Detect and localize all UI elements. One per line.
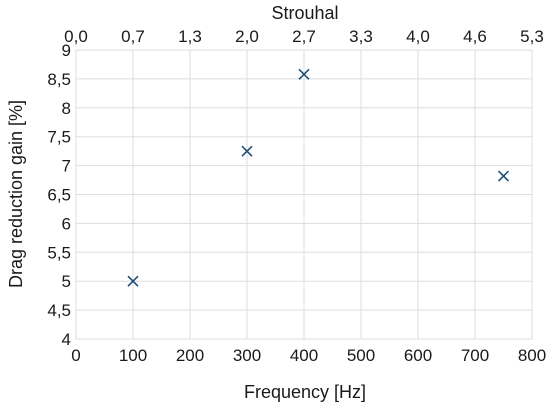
y-tick-label: 5,5: [47, 243, 71, 262]
y-tick-label: 5: [62, 272, 71, 291]
plot-frame: [75, 49, 533, 340]
top-axis-title: Strouhal: [271, 3, 338, 23]
y-tick-label: 6: [62, 214, 71, 233]
y-tick-label: 8,5: [47, 70, 71, 89]
top-tick-label: 5,3: [520, 27, 544, 46]
data-point-marker: [497, 170, 510, 182]
data-point-marker: [298, 68, 310, 80]
x-tick-label: 0: [71, 346, 80, 365]
grid: [75, 49, 533, 340]
top-tick-label: 1,3: [178, 27, 202, 46]
top-tick-label: 3,3: [349, 27, 373, 46]
x-tick-label: 700: [461, 346, 489, 365]
top-tick-label: 2,0: [235, 27, 259, 46]
x-tick-label: 200: [176, 346, 204, 365]
x-tick-label: 100: [119, 346, 147, 365]
x-tick-label: 800: [518, 346, 546, 365]
y-tick-label: 4: [62, 330, 71, 349]
top-tick-label: 4,0: [406, 27, 430, 46]
top-tick-label: 2,7: [292, 27, 316, 46]
x-tick-label: 400: [290, 346, 318, 365]
top-tick-label: 4,6: [463, 27, 487, 46]
y-tick-label: 4,5: [47, 301, 71, 320]
y-tick-label: 9: [62, 41, 71, 60]
marker-stroke: [298, 68, 310, 80]
x-axis-title: Frequency [Hz]: [244, 382, 366, 402]
y-tick-label: 8: [62, 99, 71, 118]
data-point-marker: [241, 145, 253, 157]
y-axis-title: Drag reduction gain [%]: [6, 100, 26, 288]
top-tick-label: 0,7: [121, 27, 145, 46]
y-axis-ticks: 4 4,5 5 5,5 6 6,5 7 7,5 8 8,5 9: [47, 41, 71, 349]
x-tick-label: 600: [404, 346, 432, 365]
y-tick-label: 6,5: [47, 186, 71, 205]
x-tick-label: 300: [233, 346, 261, 365]
y-tick-label: 7: [62, 157, 71, 176]
top-axis-ticks: 0,0 0,7 1,3 2,0 2,7 3,3 4,0 4,6 5,3: [64, 27, 544, 46]
data-points: [127, 68, 510, 287]
marker-stroke: [241, 145, 253, 157]
data-point-marker: [127, 275, 139, 287]
y-tick-label: 7,5: [47, 128, 71, 147]
x-axis-ticks: 0 100 200 300 400 500 600 700 800: [71, 346, 546, 365]
marker-stroke: [497, 170, 510, 182]
top-tick-label: 0,0: [64, 27, 88, 46]
marker-stroke: [127, 275, 139, 287]
x-tick-label: 500: [347, 346, 375, 365]
